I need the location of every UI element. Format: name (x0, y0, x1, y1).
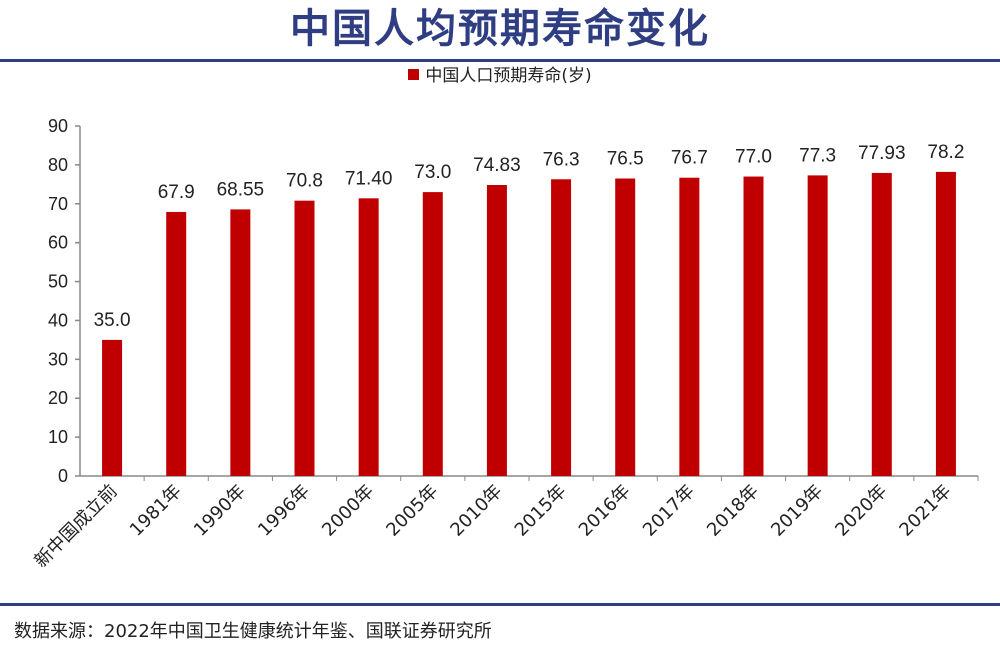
bar-value-label: 71.40 (345, 168, 393, 189)
x-category-label: 2016年 (575, 481, 635, 541)
x-category-label: 2000年 (318, 481, 378, 541)
legend-label: 中国人口预期寿命(岁) (425, 66, 592, 86)
x-category-label: 2015年 (511, 481, 571, 541)
bar (422, 192, 443, 476)
bar-value-label: 77.3 (799, 145, 836, 166)
bar-value-label: 35.0 (94, 310, 131, 331)
y-tick-label: 40 (48, 310, 68, 330)
y-tick-label: 60 (48, 233, 68, 253)
bar (102, 339, 123, 476)
bar-value-label: 78.2 (927, 142, 964, 163)
bar (358, 198, 379, 477)
x-category-label: 新中国成立前 (30, 481, 121, 572)
y-tick-label: 10 (48, 427, 68, 447)
bar (551, 179, 572, 476)
bar (294, 200, 315, 476)
x-category-label: 2005年 (382, 481, 442, 541)
bar (807, 175, 828, 476)
y-tick-label: 70 (48, 194, 68, 214)
bar-value-label: 70.8 (286, 171, 323, 192)
bar (486, 184, 507, 476)
x-category-label: 2021年 (895, 481, 955, 541)
x-category-label: 2020年 (831, 481, 891, 541)
bar-value-label: 76.7 (671, 148, 708, 169)
y-tick-label: 30 (48, 349, 68, 369)
x-category-label: 2018年 (703, 481, 763, 541)
y-tick-label: 90 (48, 116, 68, 136)
bar (166, 211, 187, 476)
y-tick-label: 0 (58, 466, 68, 486)
bar-value-label: 77.93 (858, 143, 906, 164)
bar-chart: 0 10 20 30 40 50 60 70 80 90 35.0 新中国成立前 67.9 1981年 68… (30, 116, 979, 572)
bar (230, 209, 251, 476)
bar (743, 176, 764, 477)
x-category-label: 2017年 (639, 481, 699, 541)
x-category-label: 2019年 (767, 481, 827, 541)
x-category-label: 2010年 (446, 481, 506, 541)
title-divider (0, 59, 1000, 62)
x-category-label: 1981年 (126, 481, 186, 541)
x-category-label: 1996年 (254, 481, 314, 541)
y-tick-label: 20 (48, 388, 68, 408)
legend: 中国人口预期寿命(岁) (0, 64, 1000, 88)
footer-divider (0, 603, 1000, 606)
bar-value-label: 68.55 (217, 179, 265, 200)
bar-value-label: 74.83 (473, 155, 521, 176)
bar (935, 171, 956, 476)
legend-swatch (408, 69, 420, 80)
source-note: 数据来源：2022年中国卫生健康统计年鉴、国联证券研究所 (14, 621, 492, 642)
bar-value-label: 76.3 (543, 149, 580, 170)
bar (615, 178, 636, 476)
bar (871, 172, 892, 476)
chart-title: 中国人均预期寿命变化 (290, 6, 710, 52)
bar (679, 177, 700, 476)
x-category-label: 1990年 (190, 481, 250, 541)
bar-value-label: 73.0 (414, 162, 451, 183)
bar-value-label: 77.0 (735, 147, 772, 168)
y-tick-label: 50 (48, 272, 68, 292)
bar-value-label: 76.5 (607, 149, 644, 170)
bar-value-label: 67.9 (158, 182, 195, 203)
y-tick-label: 80 (48, 155, 68, 175)
